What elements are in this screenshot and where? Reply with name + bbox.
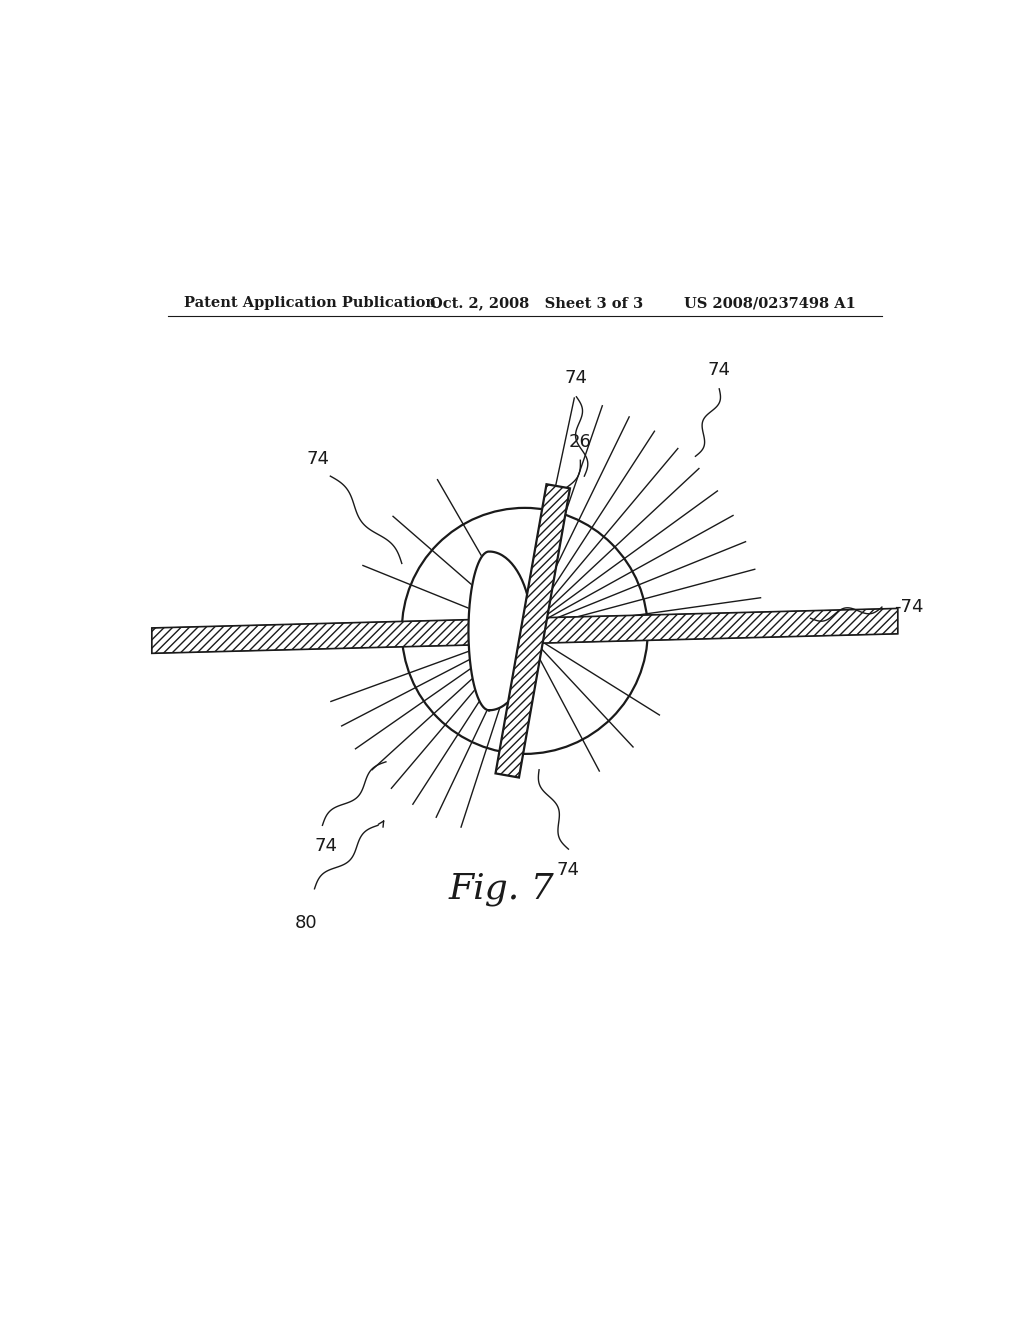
Text: 74: 74 [557, 861, 580, 879]
Text: US 2008/0237498 A1: US 2008/0237498 A1 [684, 296, 855, 310]
Text: 74: 74 [307, 450, 330, 469]
Text: 74: 74 [565, 370, 588, 387]
Text: Fig. 7: Fig. 7 [449, 871, 554, 906]
Text: Patent Application Publication: Patent Application Publication [183, 296, 435, 310]
Text: 80: 80 [295, 915, 317, 932]
Polygon shape [152, 609, 898, 653]
Text: 26: 26 [569, 433, 592, 450]
Text: Oct. 2, 2008   Sheet 3 of 3: Oct. 2, 2008 Sheet 3 of 3 [430, 296, 643, 310]
Polygon shape [468, 552, 531, 710]
Text: 74: 74 [315, 837, 338, 855]
Text: -74: -74 [894, 598, 924, 616]
Polygon shape [496, 484, 570, 777]
Text: 74: 74 [708, 362, 731, 379]
